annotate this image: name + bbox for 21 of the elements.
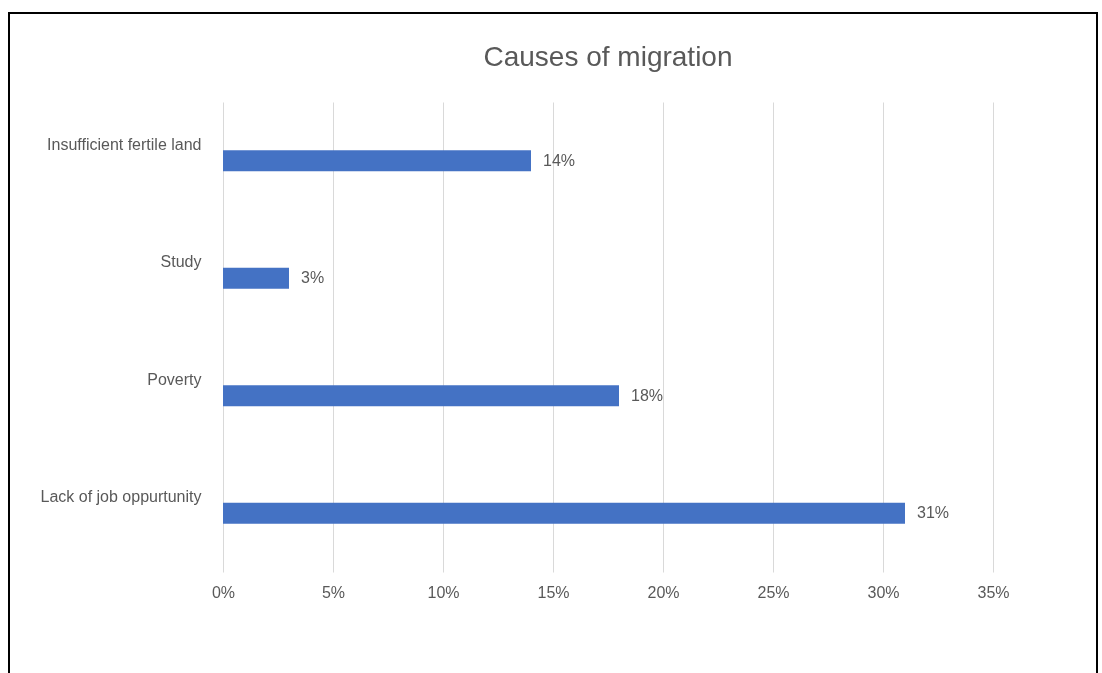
x-tick-label: 30% bbox=[867, 583, 900, 601]
data-label: 18% bbox=[631, 386, 664, 404]
y-tick-label: Insufficient fertile land bbox=[47, 135, 202, 153]
bar bbox=[223, 385, 619, 407]
x-tick-label: 5% bbox=[321, 583, 346, 601]
y-tick-label: Study bbox=[160, 253, 202, 271]
x-tick-label: 35% bbox=[977, 583, 1010, 601]
x-tick-label: 0% bbox=[211, 583, 236, 601]
chart-title: Causes of migration bbox=[483, 41, 733, 72]
x-tick-label: 20% bbox=[647, 583, 680, 601]
y-tick-label: Lack of job oppurtunity bbox=[40, 488, 202, 506]
data-label: 31% bbox=[917, 504, 950, 522]
x-tick-label: 15% bbox=[537, 583, 570, 601]
x-tick-label: 10% bbox=[427, 583, 460, 601]
x-tick-label: 25% bbox=[757, 583, 790, 601]
bar bbox=[223, 267, 289, 289]
bar bbox=[223, 502, 905, 524]
data-label: 3% bbox=[301, 269, 325, 287]
bar bbox=[223, 150, 531, 172]
data-label: 14% bbox=[543, 151, 576, 169]
y-tick-label: Poverty bbox=[147, 370, 202, 388]
